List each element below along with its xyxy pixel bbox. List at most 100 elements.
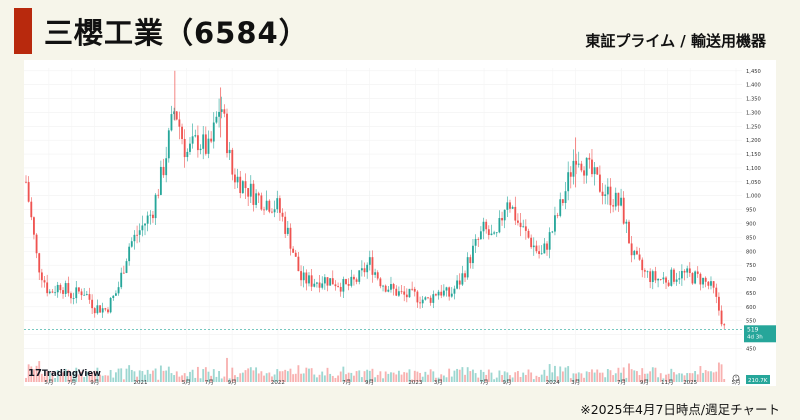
candle-body (83, 294, 86, 296)
volume-bar (342, 366, 345, 382)
volume-bar (83, 376, 86, 382)
volume-bar (379, 371, 382, 382)
y-tick-label: 1,050 (746, 180, 761, 186)
candlestick-chart[interactable]: 4505005506006507007508008509009501,0001,… (24, 60, 776, 386)
volume-bar (524, 374, 527, 382)
candle-body (659, 279, 662, 280)
candle-body (35, 234, 38, 254)
volume-bar (310, 368, 313, 382)
candle-body (390, 284, 392, 290)
volume-bar (210, 375, 213, 382)
volume-bar (323, 375, 326, 382)
volume-bar (271, 376, 273, 382)
volume-bar (561, 371, 564, 382)
candle-body (667, 282, 670, 286)
candle-body (305, 272, 308, 284)
volume-bar (643, 373, 646, 382)
candle-body (223, 109, 226, 114)
volume-bar (51, 371, 54, 382)
volume-bar (350, 372, 353, 382)
x-tick-label: 3月 (434, 379, 443, 386)
volume-bar (315, 377, 318, 382)
volume-bar (657, 377, 660, 382)
volume-bar (487, 369, 490, 382)
volume-bar (617, 367, 620, 382)
candle-body (310, 275, 313, 287)
candle-body (596, 167, 599, 175)
volume-bar (302, 373, 305, 382)
candle-body (353, 276, 355, 280)
volume-bar (152, 370, 154, 382)
candle-body (445, 287, 448, 291)
volume-bar (633, 370, 636, 382)
volume-bar (326, 367, 329, 382)
volume-bar (175, 371, 178, 382)
candle-body (456, 280, 459, 289)
candle-body (260, 195, 263, 210)
volume-bar (112, 377, 115, 382)
candle-body (477, 238, 480, 240)
candle-body (80, 291, 83, 296)
candle-body (183, 138, 186, 158)
candle-body (614, 192, 617, 207)
candle-body (374, 272, 377, 275)
volume-bar (212, 369, 215, 382)
volume-bar (255, 367, 258, 382)
x-tick-label: 2022 (271, 380, 285, 386)
candle-body (625, 221, 628, 224)
volume-bar (564, 367, 567, 382)
candle-body (384, 285, 387, 292)
candle-body (255, 193, 258, 205)
candle-body (173, 111, 176, 115)
volume-bar (202, 369, 205, 382)
candle-body (548, 232, 551, 250)
volume-bar (234, 375, 236, 382)
candle-body (226, 113, 228, 154)
clock-icon (732, 374, 740, 382)
candle-body (712, 281, 715, 288)
candle-body (440, 291, 443, 296)
volume-bar (646, 373, 649, 382)
volume-bar (144, 374, 146, 382)
volume-bar (437, 377, 440, 382)
volume-bar (474, 373, 477, 382)
volume-bar (167, 366, 170, 382)
volume-bar (363, 371, 366, 382)
candle-body (524, 226, 527, 231)
last-price-label: 519 (747, 326, 759, 333)
candle-body (202, 134, 205, 149)
candle-body (85, 294, 88, 295)
market-sector-label: 東証プライム / 輸送用機器 (585, 32, 766, 50)
volume-bar (376, 374, 379, 382)
last-price-sublabel: 4d 3h (747, 334, 763, 340)
volume-bar (688, 373, 691, 382)
candle-body (101, 308, 104, 313)
volume-bar (593, 372, 596, 382)
volume-bar (554, 365, 556, 382)
volume-bar (675, 374, 678, 382)
candle-body (247, 188, 250, 197)
y-tick-label: 1,250 (746, 124, 761, 130)
volume-bar (604, 377, 607, 382)
volume-bar (448, 368, 451, 382)
candle-body (432, 294, 435, 303)
candle-body (75, 287, 78, 299)
candle-body (199, 148, 202, 151)
volume-bar (609, 370, 612, 382)
volume-bar (509, 375, 511, 382)
stock-chart[interactable]: 4505005506006507007508008509009501,0001,… (24, 60, 776, 386)
volume-bar (313, 374, 316, 382)
candle-body (559, 199, 562, 216)
volume-bar (207, 371, 210, 382)
candle-body (117, 287, 120, 294)
candle-body (181, 126, 183, 139)
volume-bar (226, 357, 228, 382)
candle-body (448, 287, 451, 297)
x-tick-label: 7月 (205, 379, 214, 386)
volume-bar (490, 372, 493, 382)
candle-body (707, 281, 710, 286)
candle-body (588, 157, 591, 160)
volume-bar (191, 369, 194, 382)
candle-body (474, 238, 477, 246)
volume-bar (173, 375, 176, 382)
